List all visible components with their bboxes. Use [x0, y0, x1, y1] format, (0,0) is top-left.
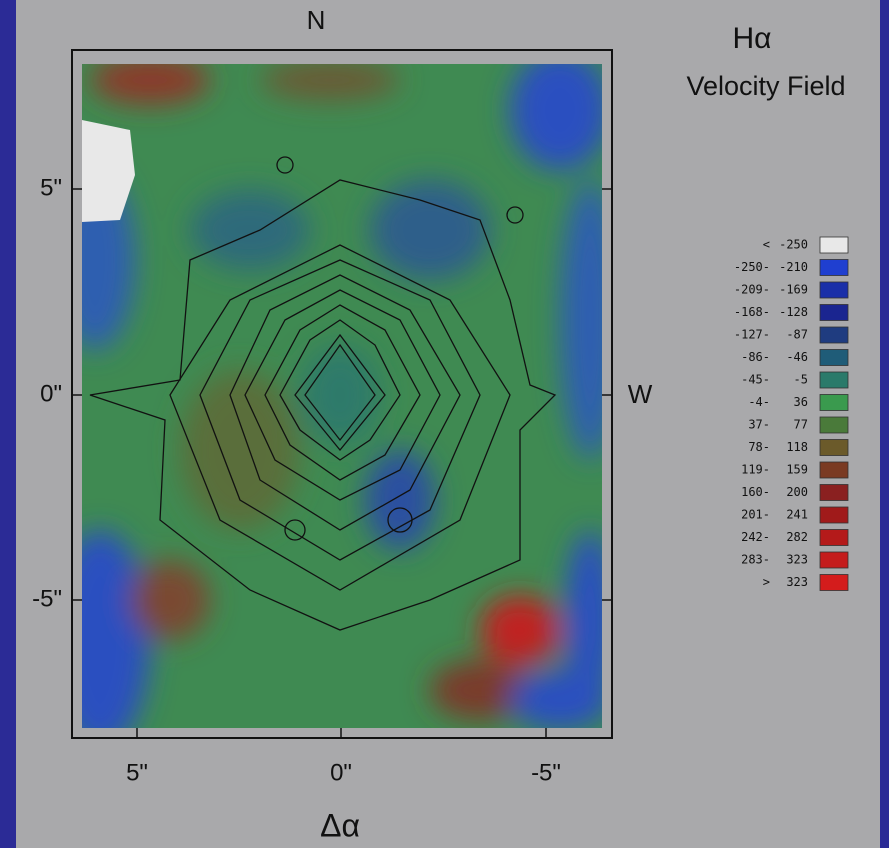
legend-swatch — [819, 236, 849, 254]
legend-range-end: -46 — [786, 350, 808, 364]
y-tick-label: 5" — [40, 174, 62, 201]
legend-range-end: -5 — [794, 373, 808, 387]
legend-range-end: -87 — [786, 328, 808, 342]
legend-swatch — [819, 529, 849, 546]
legend-swatch — [819, 551, 849, 569]
legend-range-start: 242- — [741, 530, 770, 544]
legend-range-start: > — [763, 575, 770, 589]
legend-swatch — [819, 506, 849, 524]
legend-range-start: 119- — [741, 463, 770, 477]
legend-swatch — [819, 394, 849, 411]
y-tick-label: 0" — [40, 380, 62, 407]
legend-range-start: 283- — [741, 553, 770, 567]
legend-range-end: -210 — [779, 260, 808, 274]
north-label: N — [307, 5, 326, 35]
legend-range-end: -128 — [779, 305, 808, 319]
legend-swatch — [819, 326, 849, 344]
legend-swatch — [819, 574, 849, 591]
x-tick-label: 5" — [126, 759, 148, 786]
legend-range-end: 282 — [786, 530, 808, 544]
legend-range-end: 323 — [786, 575, 808, 589]
y-tick-label: -5" — [32, 585, 62, 612]
legend-range-start: -4- — [748, 395, 770, 409]
x-tick-label: -5" — [531, 759, 561, 786]
plot-frame — [71, 49, 613, 739]
legend-range-start: -127- — [734, 328, 770, 342]
legend-swatch — [819, 461, 849, 479]
legend-range-end: 241 — [786, 508, 808, 522]
legend-swatch — [819, 281, 849, 299]
legend-range-start: -168- — [734, 305, 770, 319]
legend-range-start: -86- — [741, 350, 770, 364]
legend-range-start: -250- — [734, 260, 770, 274]
legend-range-end: 200 — [786, 485, 808, 499]
legend: < -250 -250- -210 -209- -169 -168- -128 -127- -87… — [734, 236, 849, 591]
legend-range-start: < — [763, 238, 770, 252]
legend-range-end: -250 — [779, 238, 808, 252]
x-axis-label: Δα — [320, 807, 360, 843]
legend-swatch — [819, 484, 849, 501]
west-label: W — [628, 379, 653, 409]
legend-range-start: 37- — [748, 418, 770, 432]
legend-swatch — [819, 259, 849, 276]
legend-range-end: 118 — [786, 440, 808, 454]
legend-range-end: 36 — [794, 395, 808, 409]
legend-range-start: 160- — [741, 485, 770, 499]
legend-range-end: 159 — [786, 463, 808, 477]
legend-swatch — [819, 416, 849, 434]
x-tick-label: 0" — [330, 759, 352, 786]
velocity-map — [82, 64, 602, 728]
legend-range-start: -209- — [734, 283, 770, 297]
title: Velocity Field — [686, 71, 845, 101]
legend-range-start: 201- — [741, 508, 770, 522]
legend-swatch — [819, 439, 849, 456]
legend-range-end: 77 — [794, 418, 808, 432]
legend-range-end: -169 — [779, 283, 808, 297]
ticks — [72, 188, 612, 738]
legend-range-start: -45- — [741, 373, 770, 387]
title-symbol: Hα — [732, 22, 771, 55]
legend-range-start: 78- — [748, 440, 770, 454]
legend-swatch — [819, 371, 849, 389]
legend-swatch — [819, 304, 849, 321]
legend-range-end: 323 — [786, 553, 808, 567]
legend-swatch — [819, 349, 849, 366]
